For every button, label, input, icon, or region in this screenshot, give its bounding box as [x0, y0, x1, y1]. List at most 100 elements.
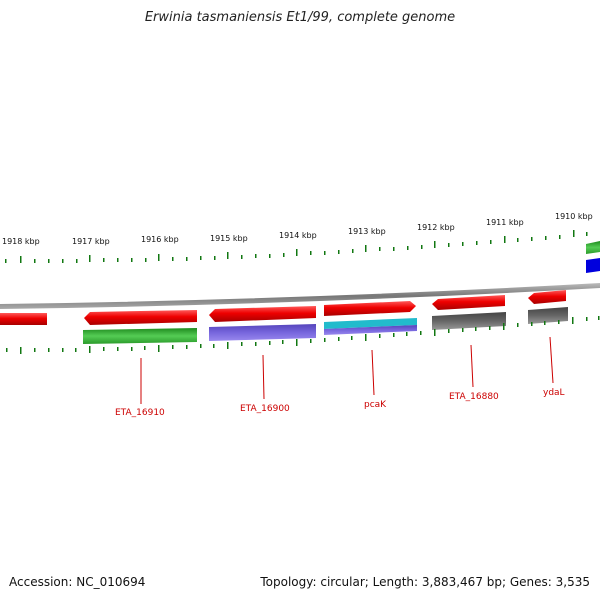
map-mark: [324, 338, 326, 342]
map-mark: [504, 236, 506, 243]
map-mark: [20, 256, 22, 263]
map-mark: [241, 255, 243, 259]
map-mark: [131, 347, 133, 351]
map-mark: [420, 331, 422, 335]
map-mark: [6, 348, 8, 352]
map-mark: [214, 256, 216, 260]
map-mark: [283, 253, 285, 257]
map-mark: [434, 329, 436, 336]
tick-label: 1916 kbp: [141, 235, 179, 244]
map-mark: [5, 259, 7, 263]
map-mark: [158, 254, 160, 261]
map-mark: [172, 257, 174, 261]
gene-arrow: [0, 313, 47, 325]
gene-arrow: [432, 295, 505, 310]
map-mark: [145, 258, 147, 262]
map-mark: [371, 349, 375, 396]
map-title: Erwinia tasmaniensis Et1/99, complete ge…: [144, 10, 456, 25]
map-mark: [103, 258, 105, 262]
map-mark: [296, 249, 298, 256]
map-mark: [545, 236, 547, 240]
map-mark: [34, 259, 36, 263]
map-mark: [448, 243, 450, 247]
map-mark: [517, 323, 519, 327]
map-mark: [531, 322, 533, 326]
map-mark: [462, 328, 464, 332]
map-mark: [89, 255, 91, 262]
map-mark: [558, 320, 560, 324]
map-mark: [448, 329, 450, 333]
cog-bar: [324, 318, 417, 329]
map-mark: [324, 251, 326, 255]
map-mark: [227, 252, 229, 259]
tick-label: 1918 kbp: [2, 237, 40, 246]
map-mark: [489, 326, 491, 330]
map-mark: [200, 256, 202, 260]
map-mark: [365, 245, 367, 252]
map-mark: [296, 339, 298, 346]
map-mark: [434, 241, 436, 248]
map-mark: [227, 342, 229, 349]
map-mark: [34, 348, 36, 352]
map-mark: [48, 259, 50, 263]
map-mark: [255, 254, 257, 258]
map-mark: [393, 247, 395, 251]
map-mark: [48, 348, 50, 352]
gene-arrows: [0, 290, 566, 325]
map-mark: [475, 327, 477, 331]
map-mark: [476, 241, 478, 245]
map-mark: [103, 347, 105, 351]
map-mark: [62, 259, 64, 263]
map-mark: [544, 321, 546, 325]
map-mark: [490, 240, 492, 244]
map-mark: [75, 348, 77, 352]
map-mark: [269, 254, 271, 258]
map-mark: [89, 346, 91, 353]
map-mark: [172, 345, 174, 349]
gene-label: ETA_16880: [449, 392, 499, 402]
map-mark: [255, 342, 257, 346]
tick-label: 1910 kbp: [555, 212, 593, 221]
gene-arrow: [209, 306, 316, 322]
map-mark: [586, 317, 588, 321]
map-mark: [282, 340, 284, 344]
gene-arrow: [528, 290, 566, 304]
cog-bar: [324, 325, 417, 335]
gene-arrow: [84, 310, 197, 325]
map-mark: [379, 334, 381, 338]
tick-label: 1913 kbp: [348, 227, 386, 236]
map-mark: [131, 258, 133, 262]
outer-tick-marks: [5, 230, 588, 263]
map-mark: [393, 333, 395, 337]
map-mark: [407, 246, 409, 250]
genome-info-text: Topology: circular; Length: 3,883,467 bp…: [260, 575, 590, 589]
map-mark: [559, 235, 561, 239]
tick-label: 1915 kbp: [210, 234, 248, 243]
gene-labels: ETA_16910 ETA_16900 pcaK ETA_16880 ydaL: [115, 388, 565, 418]
map-mark: [421, 245, 423, 249]
map-mark: [62, 348, 64, 352]
map-mark: [531, 237, 533, 241]
map-mark: [503, 323, 505, 330]
map-mark: [76, 259, 78, 263]
map-mark: [20, 347, 22, 354]
map-mark: [200, 344, 202, 348]
gene-feature-blue-edge: [586, 258, 600, 273]
map-mark: [598, 316, 600, 320]
map-mark: [310, 251, 312, 255]
map-mark: [352, 249, 354, 253]
map-mark: [158, 345, 160, 352]
map-mark: [572, 317, 574, 324]
gene-label: ydaL: [543, 388, 565, 398]
map-mark: [338, 250, 340, 254]
map-mark: [549, 336, 554, 384]
map-mark: [186, 257, 188, 261]
gene-label: pcaK: [364, 400, 387, 410]
map-mark: [269, 341, 271, 345]
cog-bar: [83, 328, 197, 344]
map-mark: [406, 332, 408, 336]
map-mark: [470, 344, 474, 388]
inner-tick-marks: [6, 316, 600, 354]
gene-label: ETA_16910: [115, 408, 165, 418]
accession-text: Accession: NC_010694: [9, 575, 146, 589]
